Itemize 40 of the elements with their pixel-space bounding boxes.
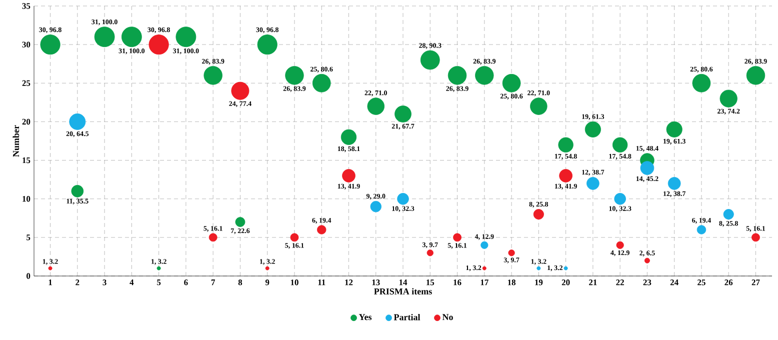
y-tick-label: 25 [22,80,30,86]
x-tick-label: 1 [48,280,52,286]
x-tick-label: 22 [616,280,624,286]
x-tick-label: 3 [102,280,106,286]
x-axis-title: PRISMA items [374,288,432,294]
x-tick-label: 25 [698,280,706,286]
x-tick-label: 15 [426,280,434,286]
x-tick-label: 10 [290,280,298,286]
x-tick-label: 23 [643,280,652,286]
x-tick-label: 11 [318,280,326,286]
x-tick-label: 13 [372,280,380,286]
x-tick-label: 26 [724,280,733,286]
y-tick-label: 35 [22,3,30,9]
x-tick-label: 20 [562,280,570,286]
x-tick-label: 5 [157,280,161,286]
x-tick-label: 27 [752,280,760,286]
y-tick-label: 15 [22,157,30,164]
x-tick-label: 9 [265,280,270,286]
legend-label: Yes [358,314,372,320]
x-tick-label: 8 [238,280,242,286]
legend-label: No [442,314,453,320]
y-tick-label: 10 [22,196,30,202]
y-tick-label: 5 [26,234,30,240]
x-tick-label: 6 [184,280,188,286]
y-axis-title: Number [12,125,20,157]
x-tick-label: 21 [589,280,597,286]
y-tick-label: 0 [26,273,30,279]
x-tick-label: 19 [535,280,543,286]
y-tick-label: 20 [22,118,30,125]
x-tick-label: 12 [345,280,353,286]
x-tick-label: 18 [508,280,516,286]
x-tick-label: 14 [399,280,408,286]
x-tick-label: 24 [670,280,678,286]
y-tick-label: 30 [22,42,30,48]
legend-label: Partial [394,314,420,320]
x-tick-label: 2 [76,280,80,286]
x-tick-label: 16 [454,280,462,286]
x-tick-label: 4 [130,280,134,286]
x-tick-label: 7 [211,280,215,286]
x-tick-label: 17 [480,280,488,286]
